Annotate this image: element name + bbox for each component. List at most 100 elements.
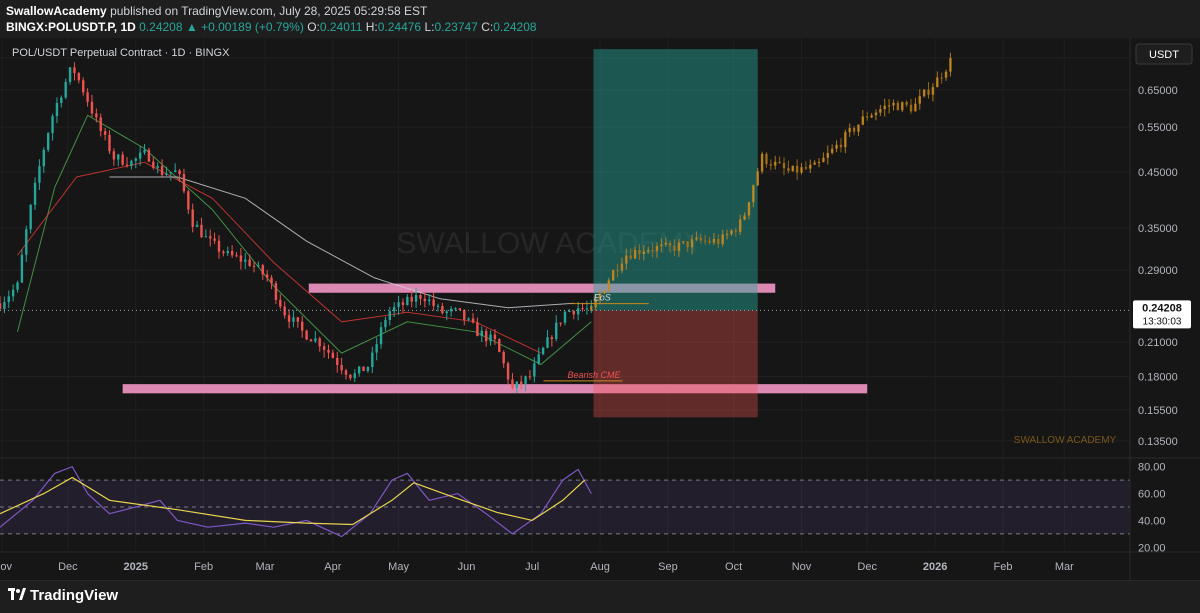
price-tick-label: 0.29000: [1138, 265, 1178, 277]
ema-fast-line: [17, 114, 592, 366]
rsi-band: [0, 480, 1130, 534]
candle: [537, 354, 540, 364]
price-tick-label: 0.45000: [1138, 167, 1178, 179]
candle: [3, 302, 6, 309]
projection-candle: [769, 164, 773, 166]
candle: [454, 308, 457, 310]
projection-candle: [647, 250, 650, 252]
price-tick-label: 0.21000: [1138, 337, 1178, 349]
candle: [108, 134, 111, 152]
candle: [480, 330, 483, 337]
projection-candle: [699, 237, 702, 241]
candle: [546, 337, 549, 348]
projection-candle: [756, 171, 759, 186]
candle: [375, 344, 378, 353]
candle: [397, 302, 400, 308]
open-value: 0.24011: [319, 20, 363, 34]
candle: [274, 283, 278, 300]
candle: [178, 170, 181, 175]
candle: [46, 133, 50, 150]
candle: [99, 117, 102, 132]
candle: [476, 322, 479, 337]
candle: [33, 182, 37, 205]
projection-candle: [651, 250, 654, 252]
candle: [182, 174, 186, 192]
time-tick-label: 2026: [923, 561, 947, 573]
candle: [301, 321, 304, 331]
candle: [42, 149, 45, 167]
projection-candle: [839, 144, 843, 148]
candle: [449, 308, 453, 312]
candle: [0, 303, 2, 309]
projection-candle: [712, 238, 716, 243]
projection-candle: [857, 124, 860, 132]
projection-candle: [677, 242, 681, 251]
candle: [585, 308, 589, 310]
candle: [318, 338, 321, 347]
open-label: O:: [307, 20, 320, 34]
candle: [572, 311, 575, 315]
candle: [410, 296, 413, 302]
candle: [209, 236, 212, 239]
price-label: 0.24208 13:30:03: [1133, 300, 1191, 329]
candle: [200, 224, 203, 238]
price-label-box: [1133, 300, 1191, 329]
candle: [270, 277, 273, 284]
projection-candle: [743, 215, 746, 220]
candle: [423, 298, 427, 302]
time-tick-label: Sep: [658, 561, 678, 573]
projection-candle: [931, 87, 935, 95]
candle: [384, 319, 387, 328]
rsi-ma-line: [0, 476, 586, 526]
projection-candle: [778, 161, 781, 164]
candle: [436, 305, 440, 307]
projection-candle: [695, 237, 698, 240]
annotation-label: EoS: [594, 293, 611, 303]
projection-candle: [901, 102, 904, 111]
time-tick-label: Mar: [1055, 561, 1074, 573]
projection-candle: [730, 230, 733, 235]
candle: [283, 306, 286, 316]
projection-candle: [708, 240, 711, 243]
candle: [296, 317, 300, 322]
candle: [130, 160, 133, 166]
candle: [515, 381, 519, 388]
candle: [125, 164, 129, 166]
candle: [230, 250, 234, 256]
projection-candle: [795, 165, 799, 173]
candle: [82, 80, 85, 93]
projection-candle: [874, 112, 878, 116]
projection-candle: [887, 105, 891, 107]
candle: [357, 366, 361, 374]
projection-candle: [629, 255, 632, 259]
price-tick-label: 0.65000: [1138, 85, 1178, 97]
price-change: ▲ +0.00189 (+0.79%): [185, 20, 304, 34]
projection-candle: [620, 263, 624, 271]
candle: [138, 152, 142, 159]
candle: [502, 351, 505, 364]
projection-candle: [861, 116, 865, 125]
candle: [401, 302, 405, 306]
tradingview-brand: TradingView: [30, 587, 119, 604]
projection-candle: [927, 89, 930, 95]
long-position-tool[interactable]: [593, 49, 758, 418]
tradingview-logo[interactable]: TradingView: [8, 587, 118, 604]
time-tick-label: Dec: [58, 561, 78, 573]
candle: [86, 92, 89, 102]
symbol-label[interactable]: BINGX:POLUSDT.P, 1D: [6, 20, 136, 34]
projection-candle: [738, 219, 742, 232]
price-label-value: 0.24208: [1142, 302, 1182, 314]
ema-mid-line: [17, 161, 542, 354]
projection-candle: [804, 167, 808, 169]
currency-badge[interactable]: USDT: [1135, 43, 1193, 65]
candle: [95, 113, 98, 118]
candle: [366, 366, 370, 372]
projection-candle: [760, 153, 764, 172]
projection-candle: [690, 239, 694, 248]
projection-candle: [936, 77, 939, 88]
author-name[interactable]: SwallowAcademy: [6, 4, 107, 18]
time-tick-label: Feb: [194, 561, 213, 573]
time-scale[interactable]: Nov Dec 2025 Feb Mar Apr May Jun Jul Aug Sep Oct Nov…: [0, 551, 1200, 573]
footer: TradingView: [0, 580, 1200, 613]
